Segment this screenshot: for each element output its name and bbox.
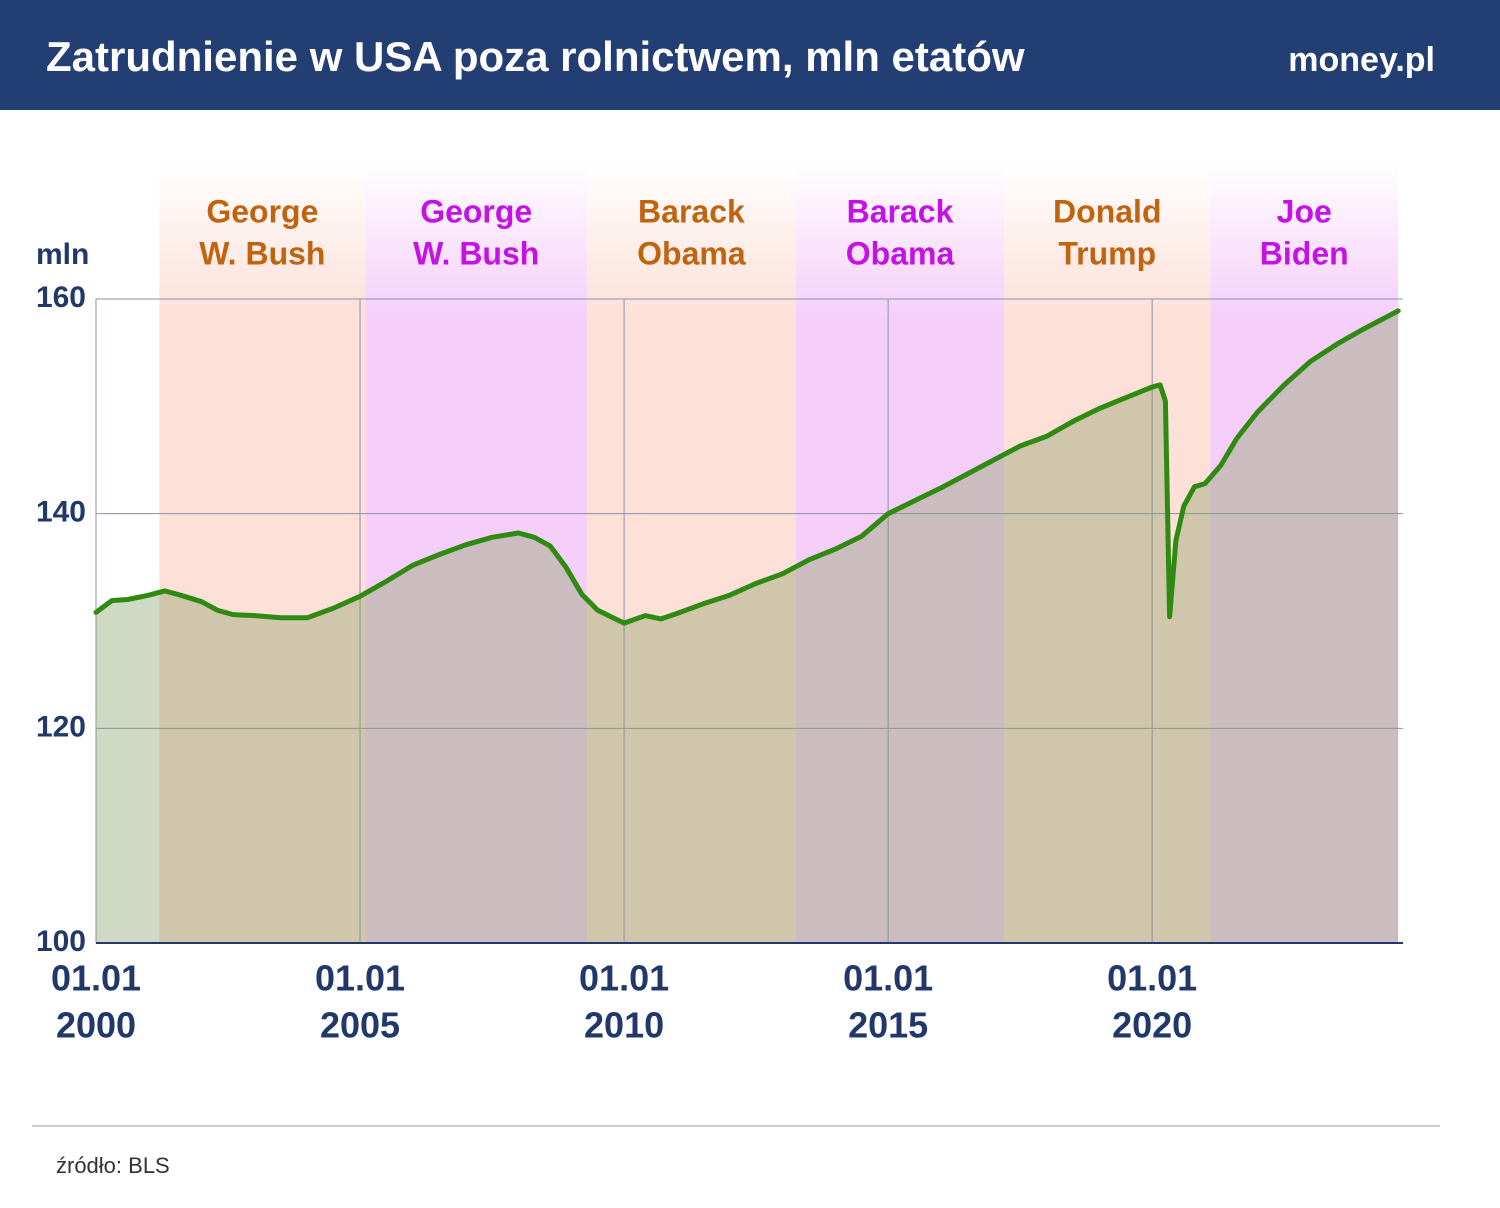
plot: George W. Bush George W. Bush Barack Obama Bar… bbox=[36, 160, 1403, 1046]
term-band bbox=[159, 160, 366, 943]
y-axis-label: mln bbox=[36, 238, 89, 271]
term-label: Obama bbox=[637, 235, 746, 271]
x-tick-label: 01.01 bbox=[315, 958, 405, 999]
x-tick-label: 01.01 bbox=[843, 958, 933, 999]
y-tick-label: 160 bbox=[36, 281, 86, 314]
term-label: Trump bbox=[1058, 235, 1156, 271]
source: źródło: BLS bbox=[56, 1153, 170, 1178]
header-bar bbox=[0, 0, 1500, 110]
y-tick-label: 100 bbox=[36, 925, 86, 958]
term-label: George bbox=[206, 193, 318, 229]
brand: money.pl bbox=[1288, 41, 1435, 79]
area bbox=[96, 310, 1399, 943]
term-label: Joe bbox=[1277, 193, 1332, 229]
term-band bbox=[587, 160, 796, 943]
term-label: Barack bbox=[847, 193, 954, 229]
x-tick-label: 2000 bbox=[56, 1005, 136, 1046]
x-tick-label: 2020 bbox=[1112, 1005, 1192, 1046]
term-label: Barack bbox=[638, 193, 745, 229]
x-tick-label: 01.01 bbox=[579, 958, 669, 999]
term-band bbox=[365, 160, 588, 943]
x-tick-label: 01.01 bbox=[51, 958, 141, 999]
chart-title: Zatrudnienie w USA poza rolnictwem, mln … bbox=[46, 33, 1025, 80]
y-tick-label: 140 bbox=[36, 496, 86, 529]
x-tick-label: 2015 bbox=[848, 1005, 928, 1046]
x-tick-label: 2010 bbox=[584, 1005, 664, 1046]
line bbox=[93, 308, 1401, 626]
x-tick-label: 2005 bbox=[320, 1005, 400, 1046]
term-label: George bbox=[420, 193, 532, 229]
term-label: W. Bush bbox=[413, 235, 539, 271]
x-tick-label: 01.01 bbox=[1107, 958, 1197, 999]
term-band bbox=[1210, 160, 1399, 943]
term-label: Biden bbox=[1260, 235, 1349, 271]
term-label: Donald bbox=[1053, 193, 1161, 229]
term-label: Obama bbox=[846, 235, 955, 271]
term-label: W. Bush bbox=[199, 235, 325, 271]
y-tick-label: 120 bbox=[36, 710, 86, 743]
